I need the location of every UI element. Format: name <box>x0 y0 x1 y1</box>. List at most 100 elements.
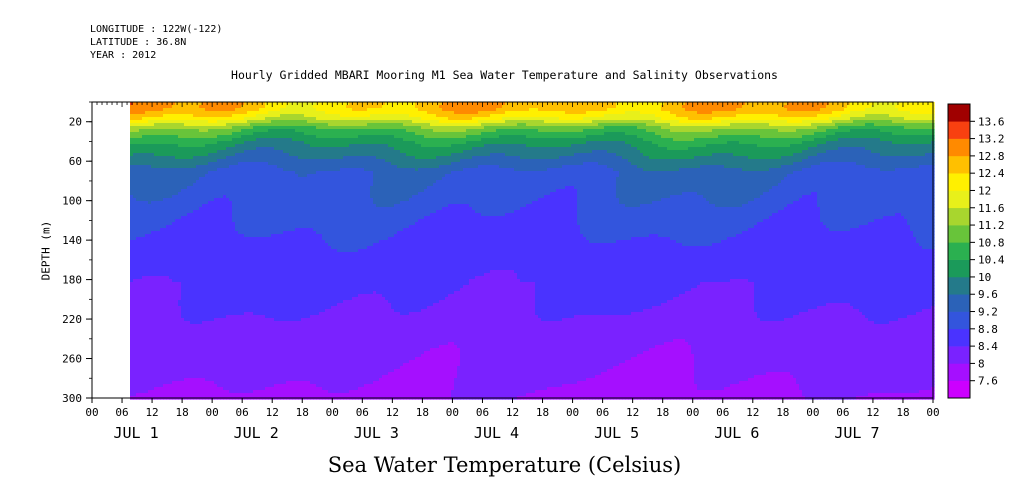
heatmap-cell <box>187 282 191 286</box>
heatmap-cell <box>133 318 137 322</box>
heatmap-cell <box>145 138 149 142</box>
heatmap-cell <box>196 369 200 373</box>
heatmap-cell <box>184 393 188 397</box>
heatmap-cell <box>154 162 158 166</box>
heatmap-cell <box>175 123 179 127</box>
heatmap-cell <box>166 102 170 106</box>
heatmap-cell <box>181 390 185 394</box>
heatmap-cell <box>217 210 221 214</box>
heatmap-cell <box>157 300 161 304</box>
heatmap-cell <box>166 366 170 370</box>
heatmap-cell <box>145 198 149 202</box>
heatmap-cell <box>217 348 221 352</box>
heatmap-cell <box>208 249 212 253</box>
heatmap-cell <box>214 390 218 394</box>
heatmap-cell <box>160 114 164 118</box>
heatmap-cell <box>214 345 218 349</box>
heatmap-cell <box>169 132 173 136</box>
heatmap-cell <box>217 336 221 340</box>
heatmap-cell <box>190 264 194 268</box>
heatmap-cell <box>208 171 212 175</box>
heatmap-cell <box>214 339 218 343</box>
heatmap-cell <box>217 303 221 307</box>
heatmap-cell <box>202 129 206 133</box>
heatmap-cell <box>136 225 140 229</box>
heatmap-cell <box>208 240 212 244</box>
heatmap-cell <box>196 294 200 298</box>
heatmap-cell <box>187 150 191 154</box>
heatmap-cell <box>163 288 167 292</box>
heatmap-cell <box>187 207 191 211</box>
heatmap-cell <box>193 375 197 379</box>
heatmap-cell <box>223 225 227 229</box>
heatmap-cell <box>157 282 161 286</box>
heatmap-cell <box>202 333 206 337</box>
heatmap-cell <box>172 264 176 268</box>
heatmap-cell <box>148 384 152 388</box>
heatmap-cell <box>196 306 200 310</box>
heatmap-cell <box>187 132 191 136</box>
heatmap-cell <box>172 228 176 232</box>
heatmap-cell <box>217 375 221 379</box>
heatmap-cell <box>196 351 200 355</box>
heatmap-cell <box>205 366 209 370</box>
heatmap-cell <box>205 282 209 286</box>
heatmap-cell <box>136 105 140 109</box>
heatmap-cell <box>166 219 170 223</box>
heatmap-cell <box>211 387 215 391</box>
heatmap-cell <box>148 246 152 250</box>
heatmap-cell <box>148 132 152 136</box>
heatmap-cell <box>202 234 206 238</box>
heatmap-cell <box>163 339 167 343</box>
heatmap-cell <box>196 261 200 265</box>
heatmap-cell <box>199 276 203 280</box>
heatmap-cell <box>220 390 224 394</box>
heatmap-cell <box>148 213 152 217</box>
heatmap-cell <box>145 303 149 307</box>
heatmap-cell <box>169 183 173 187</box>
heatmap-cell <box>154 339 158 343</box>
heatmap-cell <box>169 174 173 178</box>
heatmap-cell <box>205 219 209 223</box>
heatmap-cell <box>181 162 185 166</box>
heatmap-cell <box>169 315 173 319</box>
heatmap-cell <box>136 222 140 226</box>
heatmap-cell <box>217 357 221 361</box>
heatmap-cell <box>223 213 227 217</box>
heatmap-cell <box>181 111 185 115</box>
heatmap-cell <box>142 270 146 274</box>
heatmap-cell <box>130 252 134 256</box>
heatmap-cell <box>154 243 158 247</box>
heatmap-cell <box>169 360 173 364</box>
heatmap-cell <box>160 309 164 313</box>
heatmap-cell <box>178 252 182 256</box>
heatmap-cell <box>202 264 206 268</box>
heatmap-cell <box>148 372 152 376</box>
heatmap-cell <box>220 141 224 145</box>
heatmap-cell <box>151 363 155 367</box>
heatmap-cell <box>223 132 227 136</box>
heatmap-cell <box>157 126 161 130</box>
heatmap-cell <box>130 132 134 136</box>
heatmap-cell <box>208 132 212 136</box>
heatmap-cell <box>208 204 212 208</box>
heatmap-cell <box>157 222 161 226</box>
heatmap-cell <box>199 369 203 373</box>
heatmap-cell <box>208 189 212 193</box>
heatmap-cell <box>184 273 188 277</box>
heatmap-cell <box>205 222 209 226</box>
heatmap-cell <box>160 129 164 133</box>
heatmap-cell <box>154 378 158 382</box>
heatmap-cell <box>166 210 170 214</box>
heatmap-cell <box>145 237 149 241</box>
heatmap-cell <box>220 303 224 307</box>
heatmap-cell <box>169 228 173 232</box>
heatmap-cell <box>214 366 218 370</box>
heatmap-cell <box>172 114 176 118</box>
heatmap-cell <box>196 165 200 169</box>
heatmap-cell <box>163 378 167 382</box>
heatmap-cell <box>181 312 185 316</box>
heatmap-cell <box>178 261 182 265</box>
heatmap-cell <box>142 210 146 214</box>
heatmap-cell <box>139 171 143 175</box>
